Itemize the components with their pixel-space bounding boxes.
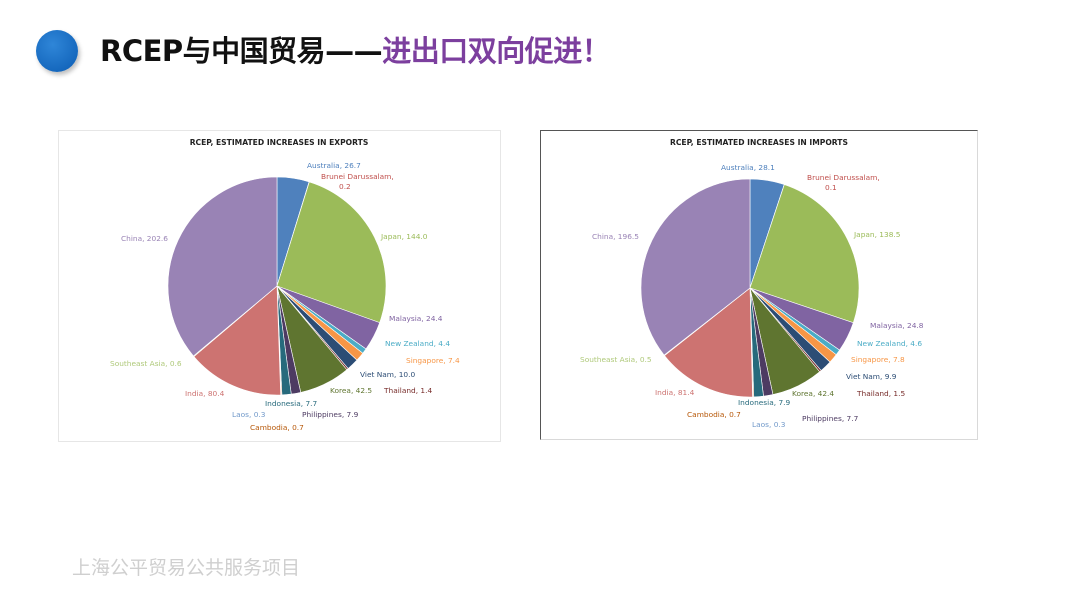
slide-title: RCEP与中国贸易——进出口双向促进！ bbox=[100, 31, 611, 71]
imports-label-australia: Australia, 28.1 bbox=[721, 163, 775, 172]
imports-label-singapore: Singapore, 7.8 bbox=[851, 355, 905, 364]
exports-label-cambodia: Cambodia, 0.7 bbox=[250, 423, 304, 432]
imports-label-thailand: Thailand, 1.5 bbox=[856, 389, 905, 398]
slide-title-main: RCEP与中国贸易—— bbox=[100, 34, 383, 68]
exports-label-southeast-asia: Southeast Asia, 0.6 bbox=[110, 359, 182, 368]
imports-slice-china bbox=[640, 178, 751, 356]
imports-label-china: China, 196.5 bbox=[592, 232, 639, 241]
exports-label-indonesia: Indonesia, 7.7 bbox=[265, 399, 317, 408]
exports-label-philippines: Philippines, 7.9 bbox=[302, 410, 359, 419]
imports-label-malaysia: Malaysia, 24.8 bbox=[870, 321, 924, 330]
imports-slice-india bbox=[664, 287, 753, 398]
exports-label-korea: Korea, 42.5 bbox=[330, 386, 372, 395]
exports-label-thailand: Thailand, 1.4 bbox=[383, 386, 432, 395]
exports-label-laos: Laos, 0.3 bbox=[232, 410, 266, 419]
imports-slice-japan bbox=[749, 184, 860, 324]
exports-chart-title: RCEP, ESTIMATED INCREASES IN EXPORTS bbox=[190, 138, 369, 147]
exports-slice-china bbox=[167, 176, 278, 357]
imports-label-laos: Laos, 0.3 bbox=[752, 420, 786, 429]
title-bullet-icon bbox=[36, 30, 78, 72]
exports-label-japan: Japan, 144.0 bbox=[380, 232, 428, 241]
exports-label-viet-nam: Viet Nam, 10.0 bbox=[360, 370, 415, 379]
exports-label-china: China, 202.6 bbox=[121, 234, 168, 243]
exports-slice-india bbox=[193, 285, 281, 396]
exports-pie-chart: RCEP, ESTIMATED INCREASES IN EXPORTS Aust… bbox=[58, 130, 501, 442]
imports-pie-svg: RCEP, ESTIMATED INCREASES IN IMPORTS Aust… bbox=[580, 138, 924, 429]
exports-label-india: India, 80.4 bbox=[185, 389, 225, 398]
imports-pie-chart: RCEP, ESTIMATED INCREASES IN IMPORTS Aust… bbox=[540, 130, 978, 440]
exports-label-brunei-darussalam: Brunei Darussalam, 0.2 bbox=[321, 172, 394, 191]
imports-label-india: India, 81.4 bbox=[655, 388, 695, 397]
exports-label-new-zealand: New Zealand, 4.4 bbox=[385, 339, 450, 348]
imports-label-viet-nam: Viet Nam, 9.9 bbox=[846, 372, 897, 381]
imports-label-cambodia: Cambodia, 0.7 bbox=[687, 410, 741, 419]
imports-label-philippines: Philippines, 7.7 bbox=[802, 414, 859, 423]
footer-text: 上海公平贸易公共服务项目 bbox=[72, 557, 301, 579]
exports-slices bbox=[167, 176, 387, 396]
exports-pie-svg: RCEP, ESTIMATED INCREASES IN EXPORTS Aust… bbox=[110, 138, 460, 432]
imports-slices bbox=[640, 178, 860, 398]
imports-label-new-zealand: New Zealand, 4.6 bbox=[857, 339, 922, 348]
exports-label-singapore: Singapore, 7.4 bbox=[406, 356, 460, 365]
exports-label-australia: Australia, 26.7 bbox=[307, 161, 361, 170]
exports-slice-japan bbox=[276, 181, 387, 324]
exports-label-malaysia: Malaysia, 24.4 bbox=[389, 314, 443, 323]
imports-label-brunei-darussalam: Brunei Darussalam, 0.1 bbox=[807, 173, 880, 192]
imports-chart-title: RCEP, ESTIMATED INCREASES IN IMPORTS bbox=[670, 138, 848, 147]
imports-label-southeast-asia: Southeast Asia, 0.5 bbox=[580, 355, 652, 364]
imports-label-korea: Korea, 42.4 bbox=[792, 389, 834, 398]
imports-label-japan: Japan, 138.5 bbox=[853, 230, 901, 239]
imports-label-indonesia: Indonesia, 7.9 bbox=[738, 398, 790, 407]
slide-title-accent: 进出口双向促进！ bbox=[382, 34, 611, 68]
